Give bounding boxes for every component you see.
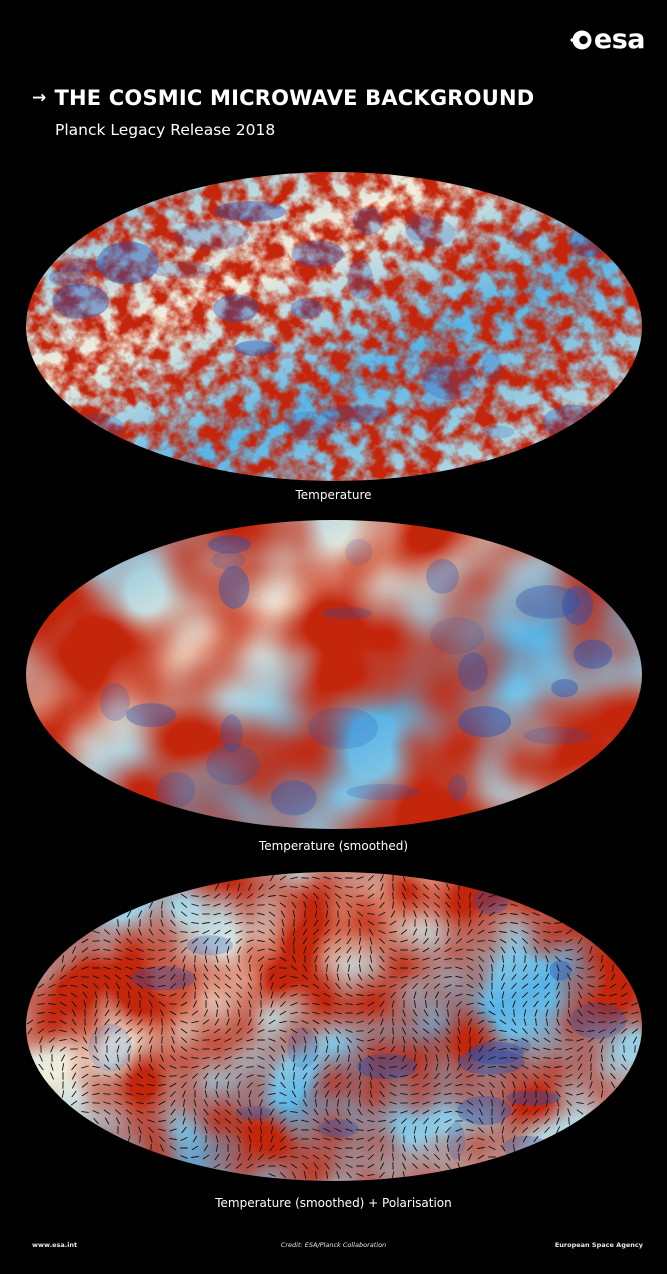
caption-temperature-polarisation: Temperature (smoothed) + Polarisation — [215, 1196, 452, 1210]
footer-credit: Credit: ESA/Planck Collaboration — [280, 1241, 387, 1249]
cmb-temperature-smoothed-map — [26, 520, 642, 829]
caption-temperature-smoothed: Temperature (smoothed) — [258, 839, 409, 853]
footer-agency: European Space Agency — [554, 1241, 643, 1249]
esa-logo-text: esa — [593, 24, 646, 55]
page-title: → THE COSMIC MICROWAVE BACKGROUND — [32, 86, 534, 110]
cmb-temperature-polarisation-map — [26, 872, 642, 1181]
caption-temperature: Temperature — [295, 488, 372, 502]
page-title-text: THE COSMIC MICROWAVE BACKGROUND — [54, 86, 535, 110]
esa-logo-icon — [570, 30, 592, 49]
arrow-right-icon: → — [32, 88, 47, 108]
page-subtitle: Planck Legacy Release 2018 — [55, 121, 276, 139]
esa-logo: esa — [570, 24, 646, 55]
cmb-temperature-map — [26, 172, 642, 481]
footer-website: www.esa.int — [32, 1241, 78, 1249]
